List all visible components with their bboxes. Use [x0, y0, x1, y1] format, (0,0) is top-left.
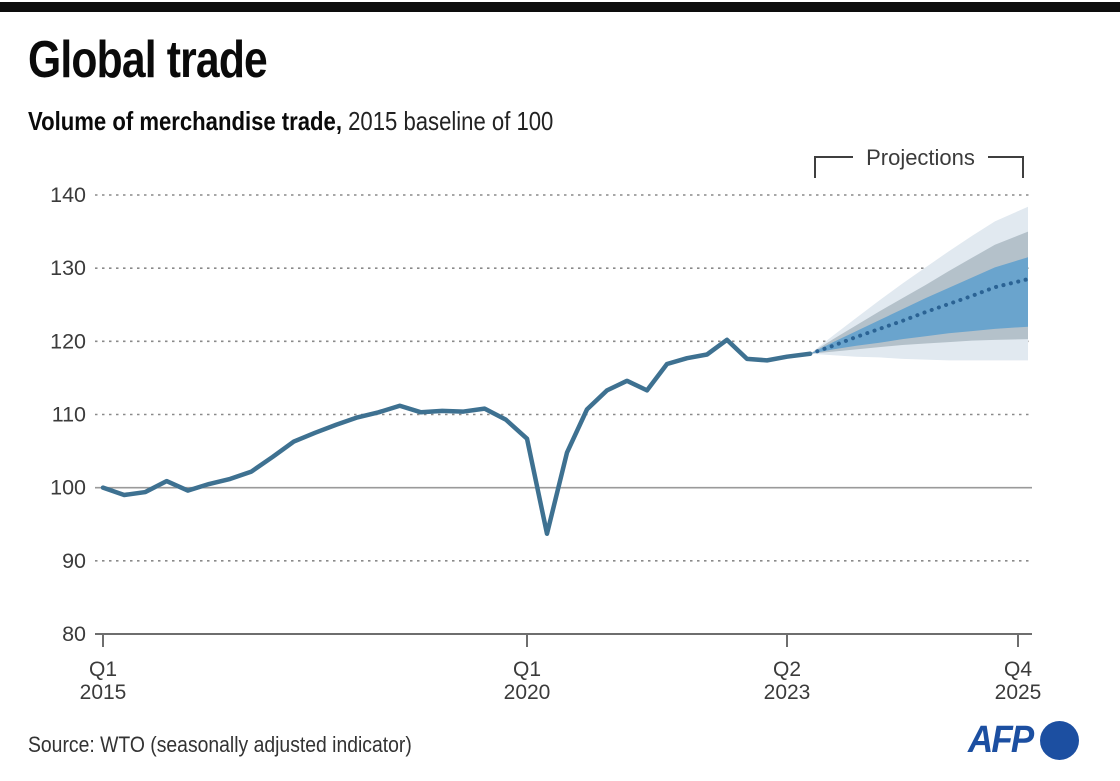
projections-bracket-right	[988, 156, 1024, 178]
projection-median-line	[808, 277, 1030, 356]
x-axis-label: Q1 2020	[504, 658, 551, 704]
y-axis-label-130: 130	[50, 256, 86, 280]
chart-title: Global trade	[28, 31, 268, 89]
source-note: Source: WTO (seasonally adjusted indicat…	[28, 732, 412, 757]
top-accent-bar	[0, 2, 1120, 12]
x-axis-label: Q4 2025	[995, 658, 1042, 704]
chart-subtitle: Volume of merchandise trade, 2015 baseli…	[28, 106, 553, 137]
projections-label: Projections	[866, 145, 975, 170]
afp-logo-text: AFP	[968, 719, 1034, 761]
chart-subtitle-rest: 2015 baseline of 100	[341, 106, 554, 136]
y-axis-label-100: 100	[50, 476, 86, 500]
afp-logo-circle	[1040, 720, 1079, 760]
chart-subtitle-bold: Volume of merchandise trade,	[28, 106, 342, 136]
y-axis-label-80: 80	[62, 622, 86, 646]
projections-bracket-left	[814, 156, 853, 178]
y-axis-label-120: 120	[50, 329, 86, 353]
x-axis-label: Q1 2015	[80, 658, 127, 704]
projection-band-inner	[810, 257, 1028, 354]
trade-volume-line	[100, 337, 813, 537]
x-axis-label: Q2 2023	[764, 658, 811, 704]
y-axis-label-90: 90	[62, 549, 86, 573]
y-axis-label-110: 110	[52, 403, 86, 427]
y-axis-label-140: 140	[50, 183, 86, 207]
afp-logo: AFP	[968, 714, 1092, 766]
